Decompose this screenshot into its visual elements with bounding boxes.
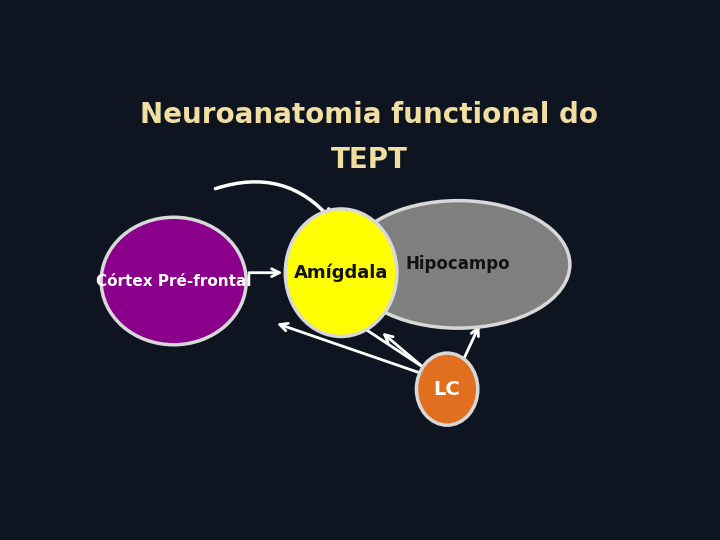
Text: TEPT: TEPT (330, 146, 408, 174)
Text: Hipocampo: Hipocampo (406, 255, 510, 273)
Text: Amígdala: Amígdala (294, 264, 388, 282)
Ellipse shape (416, 353, 478, 425)
Ellipse shape (101, 217, 246, 345)
Ellipse shape (285, 209, 397, 336)
Text: Córtex Pré-frontal: Córtex Pré-frontal (96, 274, 251, 288)
Ellipse shape (347, 201, 570, 328)
Text: LC: LC (433, 380, 461, 399)
Text: Neuroanatomia functional do: Neuroanatomia functional do (140, 100, 598, 129)
